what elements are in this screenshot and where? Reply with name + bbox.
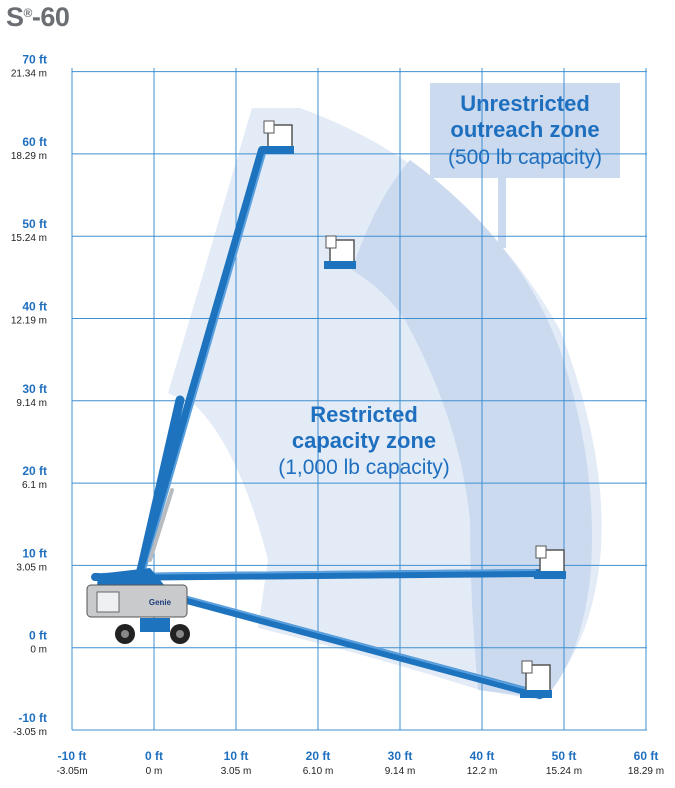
platform-horizontal — [534, 545, 566, 579]
x-tick-label-ft: 50 ft — [552, 749, 577, 763]
unrestricted-line1: Unrestricted — [460, 91, 590, 116]
y-tick-label-ft: 20 ft — [22, 464, 47, 478]
x-tick-label-m: 0 m — [146, 766, 163, 777]
x-tick-label-ft: 0 ft — [145, 749, 163, 763]
restricted-line1: Restricted — [310, 402, 418, 427]
y-tick-label-m: -3.05 m — [13, 727, 47, 738]
boom-below-grade — [116, 578, 544, 699]
x-tick-label-ft: 10 ft — [224, 749, 249, 763]
model-title-suffix: -60 — [31, 2, 70, 32]
unrestricted-line2: outreach zone — [450, 117, 599, 142]
y-tick-label-ft: 10 ft — [22, 546, 47, 560]
y-tick-label-ft: 40 ft — [22, 300, 47, 314]
x-tick-label-m: 6.10 m — [303, 766, 334, 777]
x-tick-label-m: 15.24 m — [546, 766, 582, 777]
boom-max-height — [136, 146, 266, 576]
wheel-right-hub — [176, 630, 184, 638]
y-tick-label-ft: 50 ft — [22, 217, 47, 231]
unrestricted-label-pointer — [498, 176, 506, 248]
lift-cylinder — [148, 488, 174, 562]
y-tick-label-m: 9.14 m — [16, 398, 47, 409]
brand-logo: Genie — [149, 598, 172, 607]
unrestricted-zone-text: Unrestricted outreach zone (500 lb capac… — [448, 91, 602, 169]
x-tick-label-ft: 60 ft — [634, 749, 659, 763]
zones — [168, 83, 620, 700]
y-tick-label-m: 21.34 m — [11, 69, 47, 80]
restricted-line2: capacity zone — [292, 428, 436, 453]
y-tick-label-m: 18.29 m — [11, 151, 47, 162]
x-tick-label-ft: 20 ft — [306, 749, 331, 763]
platform-mid — [324, 235, 356, 269]
boom-max-height-highlight — [144, 149, 267, 571]
chassis: Genie — [86, 584, 190, 644]
y-axis-labels: 70 ft 21.34 m 60 ft 18.29 m 50 ft 15.24 m 40 f… — [11, 53, 47, 738]
x-tick-label-m: 3.05 m — [221, 766, 252, 777]
y-tick-label-m: 15.24 m — [11, 233, 47, 244]
y-tick-label-m: 6.1 m — [22, 480, 47, 491]
wheel-left-hub — [121, 630, 129, 638]
y-tick-label-m: 12.19 m — [11, 316, 47, 327]
y-tick-label-ft: 70 ft — [22, 53, 47, 67]
grid — [71, 68, 647, 731]
x-axis-labels: -10 ft -3.05m 0 ft 0 m 10 ft 3.05 m 20 ft 6.10 … — [56, 749, 664, 777]
x-tick-label-ft: -10 ft — [58, 749, 87, 763]
x-tick-label-m: 9.14 m — [385, 766, 416, 777]
boom-horizontal — [91, 569, 544, 581]
engine-panel — [96, 591, 120, 613]
x-tick-label-ft: 30 ft — [388, 749, 413, 763]
model-title-prefix: S — [6, 2, 24, 32]
x-tick-label-m: 12.2 m — [467, 766, 498, 777]
registered-mark: ® — [23, 6, 33, 20]
boom-below-grade-highlight — [124, 579, 536, 692]
y-tick-label-ft: 60 ft — [22, 135, 47, 149]
y-tick-label-ft: 0 ft — [29, 629, 47, 643]
x-tick-label-m: 18.29 m — [628, 766, 664, 777]
y-tick-label-m: 0 m — [30, 645, 47, 656]
axle — [140, 618, 170, 632]
restricted-line3: (1,000 lb capacity) — [278, 456, 450, 479]
restricted-zone-text: Restricted capacity zone (1,000 lb capac… — [278, 402, 450, 479]
platform-below-grade — [520, 660, 552, 698]
model-title: S®-60 — [6, 2, 70, 33]
platforms — [262, 120, 566, 698]
unrestricted-outreach-zone — [352, 160, 592, 698]
x-tick-label-m: -3.05m — [56, 766, 87, 777]
unrestricted-label-box — [430, 83, 620, 178]
x-tick-label-ft: 40 ft — [470, 749, 495, 763]
y-tick-label-m: 3.05 m — [16, 562, 47, 573]
unrestricted-line3: (500 lb capacity) — [448, 146, 602, 169]
y-tick-label-ft: 30 ft — [22, 382, 47, 396]
boom-horizontal-highlight — [99, 569, 536, 575]
platform-max-height — [262, 120, 294, 154]
y-tick-label-ft: -10 ft — [18, 711, 47, 725]
